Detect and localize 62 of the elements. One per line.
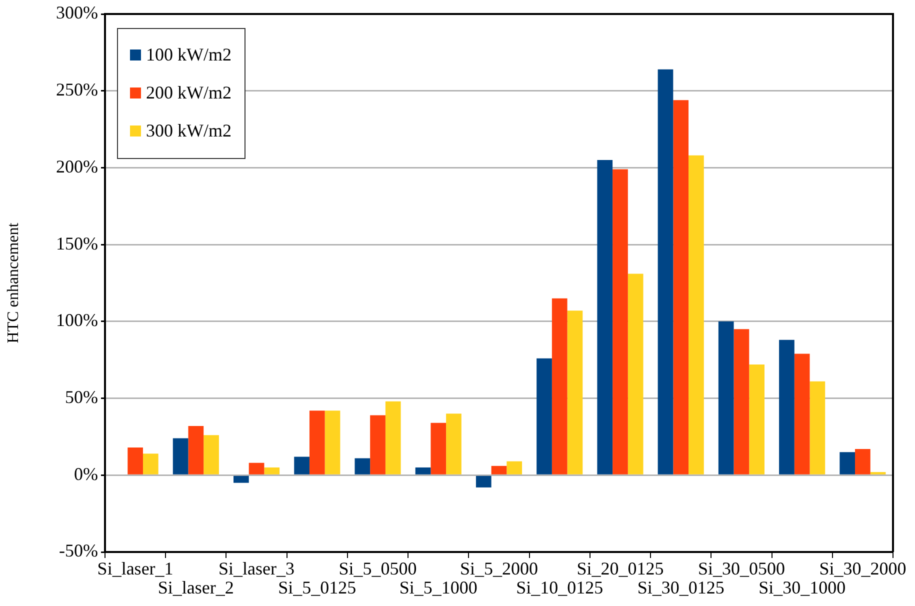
bar bbox=[370, 415, 386, 474]
legend-label: 100 kW/m2 bbox=[146, 44, 232, 65]
y-tick-label: 0% bbox=[74, 464, 98, 484]
bar bbox=[810, 381, 826, 474]
y-tick-label: 50% bbox=[65, 387, 98, 408]
x-tick-label: Si_5_1000 bbox=[399, 578, 478, 598]
x-tick-label: Si_laser_3 bbox=[218, 558, 295, 579]
bar bbox=[734, 329, 750, 474]
bar bbox=[840, 452, 856, 474]
bar bbox=[204, 435, 219, 474]
bar bbox=[234, 476, 249, 483]
x-tick-label: Si_30_0500 bbox=[698, 558, 785, 579]
bar bbox=[567, 310, 583, 474]
y-tick-label: 200% bbox=[56, 156, 98, 176]
x-tick-label: Si_20_0125 bbox=[576, 558, 664, 579]
bar bbox=[309, 410, 325, 474]
x-tick-label: Si_laser_1 bbox=[97, 558, 174, 579]
bar bbox=[385, 401, 401, 474]
y-tick-label: -50% bbox=[59, 540, 98, 561]
y-tick-label: 150% bbox=[56, 233, 98, 254]
bar bbox=[415, 467, 431, 474]
bar bbox=[794, 354, 810, 474]
bar bbox=[354, 458, 370, 474]
legend-label: 200 kW/m2 bbox=[146, 82, 232, 103]
bar bbox=[294, 456, 310, 474]
y-axis-title: HTC enhancement bbox=[4, 222, 22, 344]
bar bbox=[612, 169, 628, 474]
bar bbox=[597, 160, 613, 474]
x-tick-label: Si_laser_2 bbox=[158, 578, 234, 598]
x-tick-label: Si_30_2000 bbox=[819, 558, 906, 579]
bar bbox=[446, 414, 462, 474]
bar bbox=[855, 449, 870, 474]
bar bbox=[491, 466, 507, 474]
bar bbox=[749, 364, 764, 474]
bar bbox=[476, 476, 492, 488]
legend-label: 300 kW/m2 bbox=[146, 120, 232, 141]
x-tick-label: Si_30_1000 bbox=[758, 578, 846, 598]
bar bbox=[779, 340, 794, 474]
bar bbox=[142, 454, 158, 474]
bar bbox=[430, 422, 446, 474]
bar bbox=[688, 155, 704, 474]
x-tick-label: Si_5_0500 bbox=[338, 558, 417, 579]
bar bbox=[506, 461, 522, 474]
bar bbox=[673, 100, 689, 474]
bar bbox=[172, 438, 188, 474]
x-tick-label: Si_5_2000 bbox=[460, 558, 538, 579]
y-tick-label: 300% bbox=[56, 2, 98, 23]
bar bbox=[248, 462, 264, 474]
y-tick-label: 100% bbox=[56, 310, 98, 330]
x-tick-label: Si_10_0125 bbox=[516, 578, 604, 598]
x-tick-label: Si_5_0125 bbox=[278, 578, 356, 598]
bar bbox=[128, 447, 143, 474]
y-tick-label: 250% bbox=[56, 80, 98, 100]
bar bbox=[188, 426, 204, 474]
bar bbox=[718, 321, 734, 474]
bar bbox=[264, 467, 280, 474]
bar bbox=[628, 274, 644, 474]
bar bbox=[536, 358, 552, 474]
x-tick-label: Si_30_0125 bbox=[637, 578, 724, 598]
bar bbox=[658, 69, 674, 474]
bar bbox=[552, 298, 568, 474]
bar bbox=[324, 410, 340, 474]
